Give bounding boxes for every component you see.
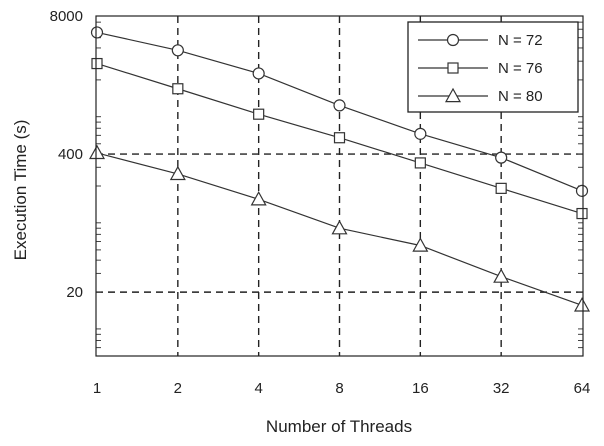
circle-marker [495, 151, 508, 164]
x-tick-label: 16 [412, 380, 429, 397]
y-tick-label: 400 [58, 146, 83, 163]
triangle-marker [412, 237, 429, 252]
circle-marker [446, 33, 460, 47]
legend-box [407, 21, 579, 113]
y-axis-title: Execution Time (s) [11, 120, 30, 261]
circle-marker [90, 26, 104, 39]
plot-frame [95, 15, 584, 357]
triangle-marker [444, 87, 462, 103]
y-tick-label: 8000 [50, 8, 83, 25]
triangle-marker [331, 219, 348, 235]
square-marker [91, 57, 103, 70]
triangle-marker [169, 165, 186, 181]
legend-label: N = 80 [498, 88, 543, 105]
square-marker [414, 157, 426, 169]
legend: N = 72 N = 76 N = 80 [407, 21, 579, 113]
circle-marker [575, 184, 589, 197]
legend-entry: N = 72 [418, 32, 543, 49]
x-axis-title: Number of Threads [266, 417, 412, 436]
triangle-marker [250, 191, 267, 206]
y-tick-label: 20 [66, 284, 83, 301]
x-tick-label: 4 [254, 380, 262, 397]
series-3 [88, 144, 591, 312]
square-marker [172, 83, 184, 95]
tick-labels: 1 2 4 8 16 32 64 20 400 8000 [50, 8, 591, 397]
legend-entry: N = 80 [418, 87, 543, 105]
legend-label: N = 76 [498, 60, 543, 77]
legend-label: N = 72 [498, 32, 543, 49]
series-1 [90, 26, 589, 197]
x-tick-label: 2 [174, 380, 182, 397]
series-2 [91, 57, 588, 220]
circle-marker [414, 127, 427, 140]
square-marker [253, 108, 265, 120]
legend-entry: N = 76 [418, 60, 543, 77]
square-marker [447, 62, 459, 74]
square-marker [333, 132, 346, 144]
series-layer [88, 26, 591, 312]
x-tick-label: 1 [93, 380, 101, 397]
square-marker [495, 182, 507, 194]
square-marker [576, 207, 588, 220]
triangle-marker [493, 268, 510, 283]
triangle-marker [573, 297, 591, 312]
x-tick-label: 8 [335, 380, 343, 397]
circle-marker [252, 67, 265, 80]
triangle-marker [88, 144, 106, 160]
x-tick-label: 64 [574, 380, 591, 397]
circle-marker [333, 99, 346, 112]
circle-marker [171, 44, 184, 57]
x-tick-label: 32 [493, 380, 510, 397]
